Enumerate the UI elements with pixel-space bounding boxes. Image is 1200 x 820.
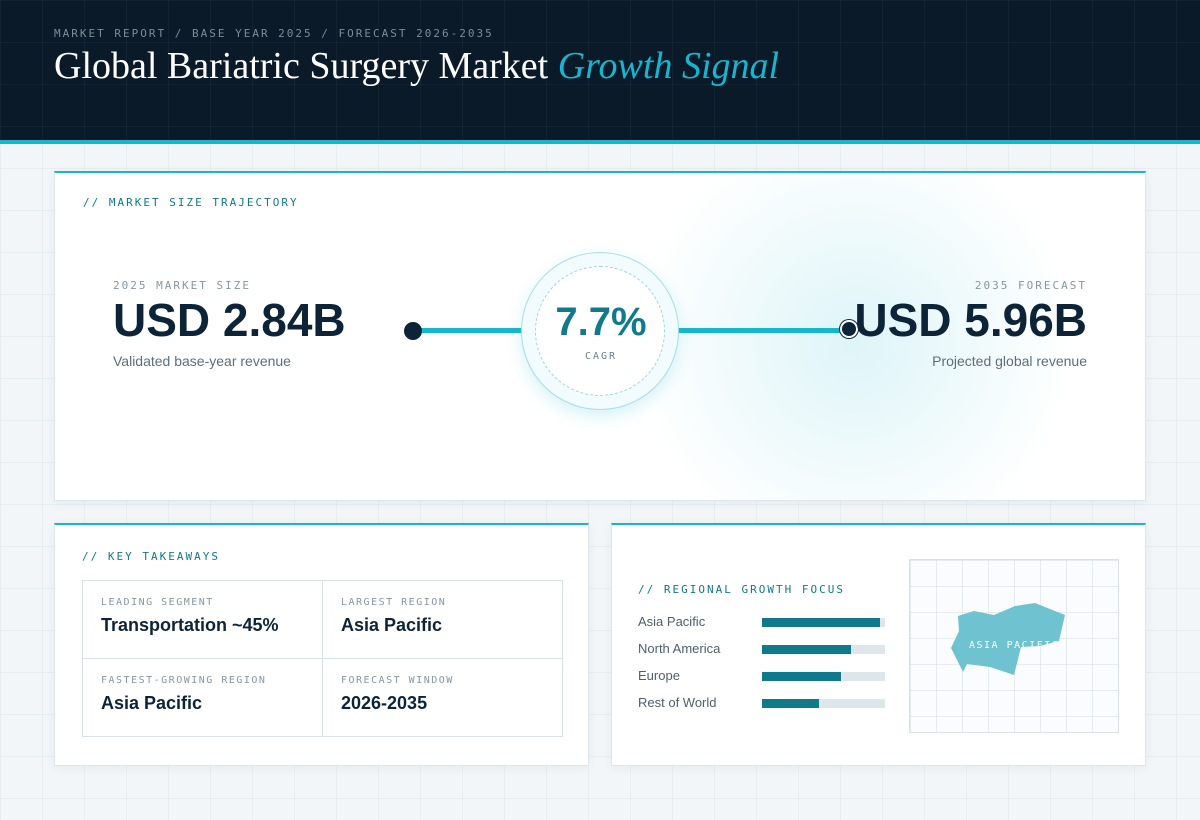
region-row-europe: Europe: [638, 668, 888, 684]
takeaway-label: FORECAST WINDOW: [341, 675, 454, 686]
region-bar-track: [762, 672, 885, 681]
map-region-label: ASIA PACIFIC: [969, 640, 1060, 651]
start-metric-subtitle: Validated base-year revenue: [113, 353, 291, 369]
region-mini-map: ASIA PACIFIC: [909, 559, 1119, 733]
takeaway-forecast-window: FORECAST WINDOW 2026-2035: [323, 659, 563, 737]
end-metric-subtitle: Projected global revenue: [932, 353, 1087, 369]
takeaways-section-label: // KEY TAKEAWAYS: [82, 550, 220, 563]
cagr-label: CAGR: [584, 351, 618, 362]
takeaway-value: Asia Pacific: [101, 693, 203, 713]
region-name: Europe: [638, 668, 680, 683]
takeaway-label: FASTEST-GROWING REGION: [101, 675, 267, 686]
trajectory-line-left: [421, 328, 523, 333]
report-eyebrow: MARKET REPORT / BASE YEAR 2025 / FORECAS…: [54, 27, 494, 40]
region-bar-track: [762, 618, 885, 627]
end-metric-value: USD 5.96B: [854, 294, 1087, 346]
takeaways-grid: LEADING SEGMENT Transportation ~45% LARG…: [82, 580, 563, 737]
region-row-north-america: North America: [638, 641, 888, 657]
region-bar-track: [762, 699, 885, 708]
page-title-main: Global Bariatric Surgery Market: [54, 45, 549, 87]
takeaway-label: LEADING SEGMENT: [101, 597, 214, 608]
report-header: MARKET REPORT / BASE YEAR 2025 / FORECAS…: [0, 0, 1200, 144]
cagr-badge: 7.7% CAGR: [521, 252, 679, 410]
background-glow: [635, 173, 1075, 500]
region-name: North America: [638, 641, 721, 656]
region-bar-fill: [762, 672, 841, 681]
cagr-value: 7.7%: [555, 300, 647, 344]
regional-growth-card: // REGIONAL GROWTH FOCUS Asia Pacific No…: [611, 523, 1146, 766]
trajectory-line-right: [677, 328, 841, 333]
region-bar-fill: [762, 645, 851, 654]
asia-pacific-shape-icon: [951, 603, 1065, 675]
takeaway-fastest-growing-region: FASTEST-GROWING REGION Asia Pacific: [83, 659, 323, 737]
end-point-marker: [840, 320, 858, 338]
region-name: Asia Pacific: [638, 614, 706, 629]
market-size-trajectory-card: // MARKET SIZE TRAJECTORY 2025 MARKET SI…: [54, 171, 1146, 501]
takeaway-value: Transportation ~45%: [101, 615, 279, 635]
end-metric-label: 2035 FORECAST: [974, 279, 1087, 292]
region-bar-track: [762, 645, 885, 654]
takeaway-largest-region: LARGEST REGION Asia Pacific: [323, 581, 563, 659]
start-point-marker: [404, 322, 422, 340]
region-row-rest-of-world: Rest of World: [638, 695, 888, 711]
page-title: Global Bariatric Surgery Market Growth S…: [54, 44, 779, 88]
trajectory-section-label: // MARKET SIZE TRAJECTORY: [83, 196, 299, 209]
start-metric-value: USD 2.84B: [113, 294, 346, 346]
region-name: Rest of World: [638, 695, 717, 710]
takeaway-label: LARGEST REGION: [341, 597, 447, 608]
takeaway-leading-segment: LEADING SEGMENT Transportation ~45%: [83, 581, 323, 659]
takeaway-value: Asia Pacific: [341, 615, 443, 635]
start-metric-label: 2025 MARKET SIZE: [113, 279, 251, 292]
region-bar-fill: [762, 699, 819, 708]
regional-section-label: // REGIONAL GROWTH FOCUS: [638, 583, 845, 596]
region-bar-fill: [762, 618, 881, 627]
key-takeaways-card: // KEY TAKEAWAYS LEADING SEGMENT Transpo…: [54, 523, 589, 766]
cagr-badge-inner: 7.7% CAGR: [535, 266, 665, 396]
region-row-asia-pacific: Asia Pacific: [638, 614, 888, 630]
page-title-accent: Growth Signal: [557, 45, 780, 87]
takeaway-value: 2026-2035: [341, 693, 428, 713]
